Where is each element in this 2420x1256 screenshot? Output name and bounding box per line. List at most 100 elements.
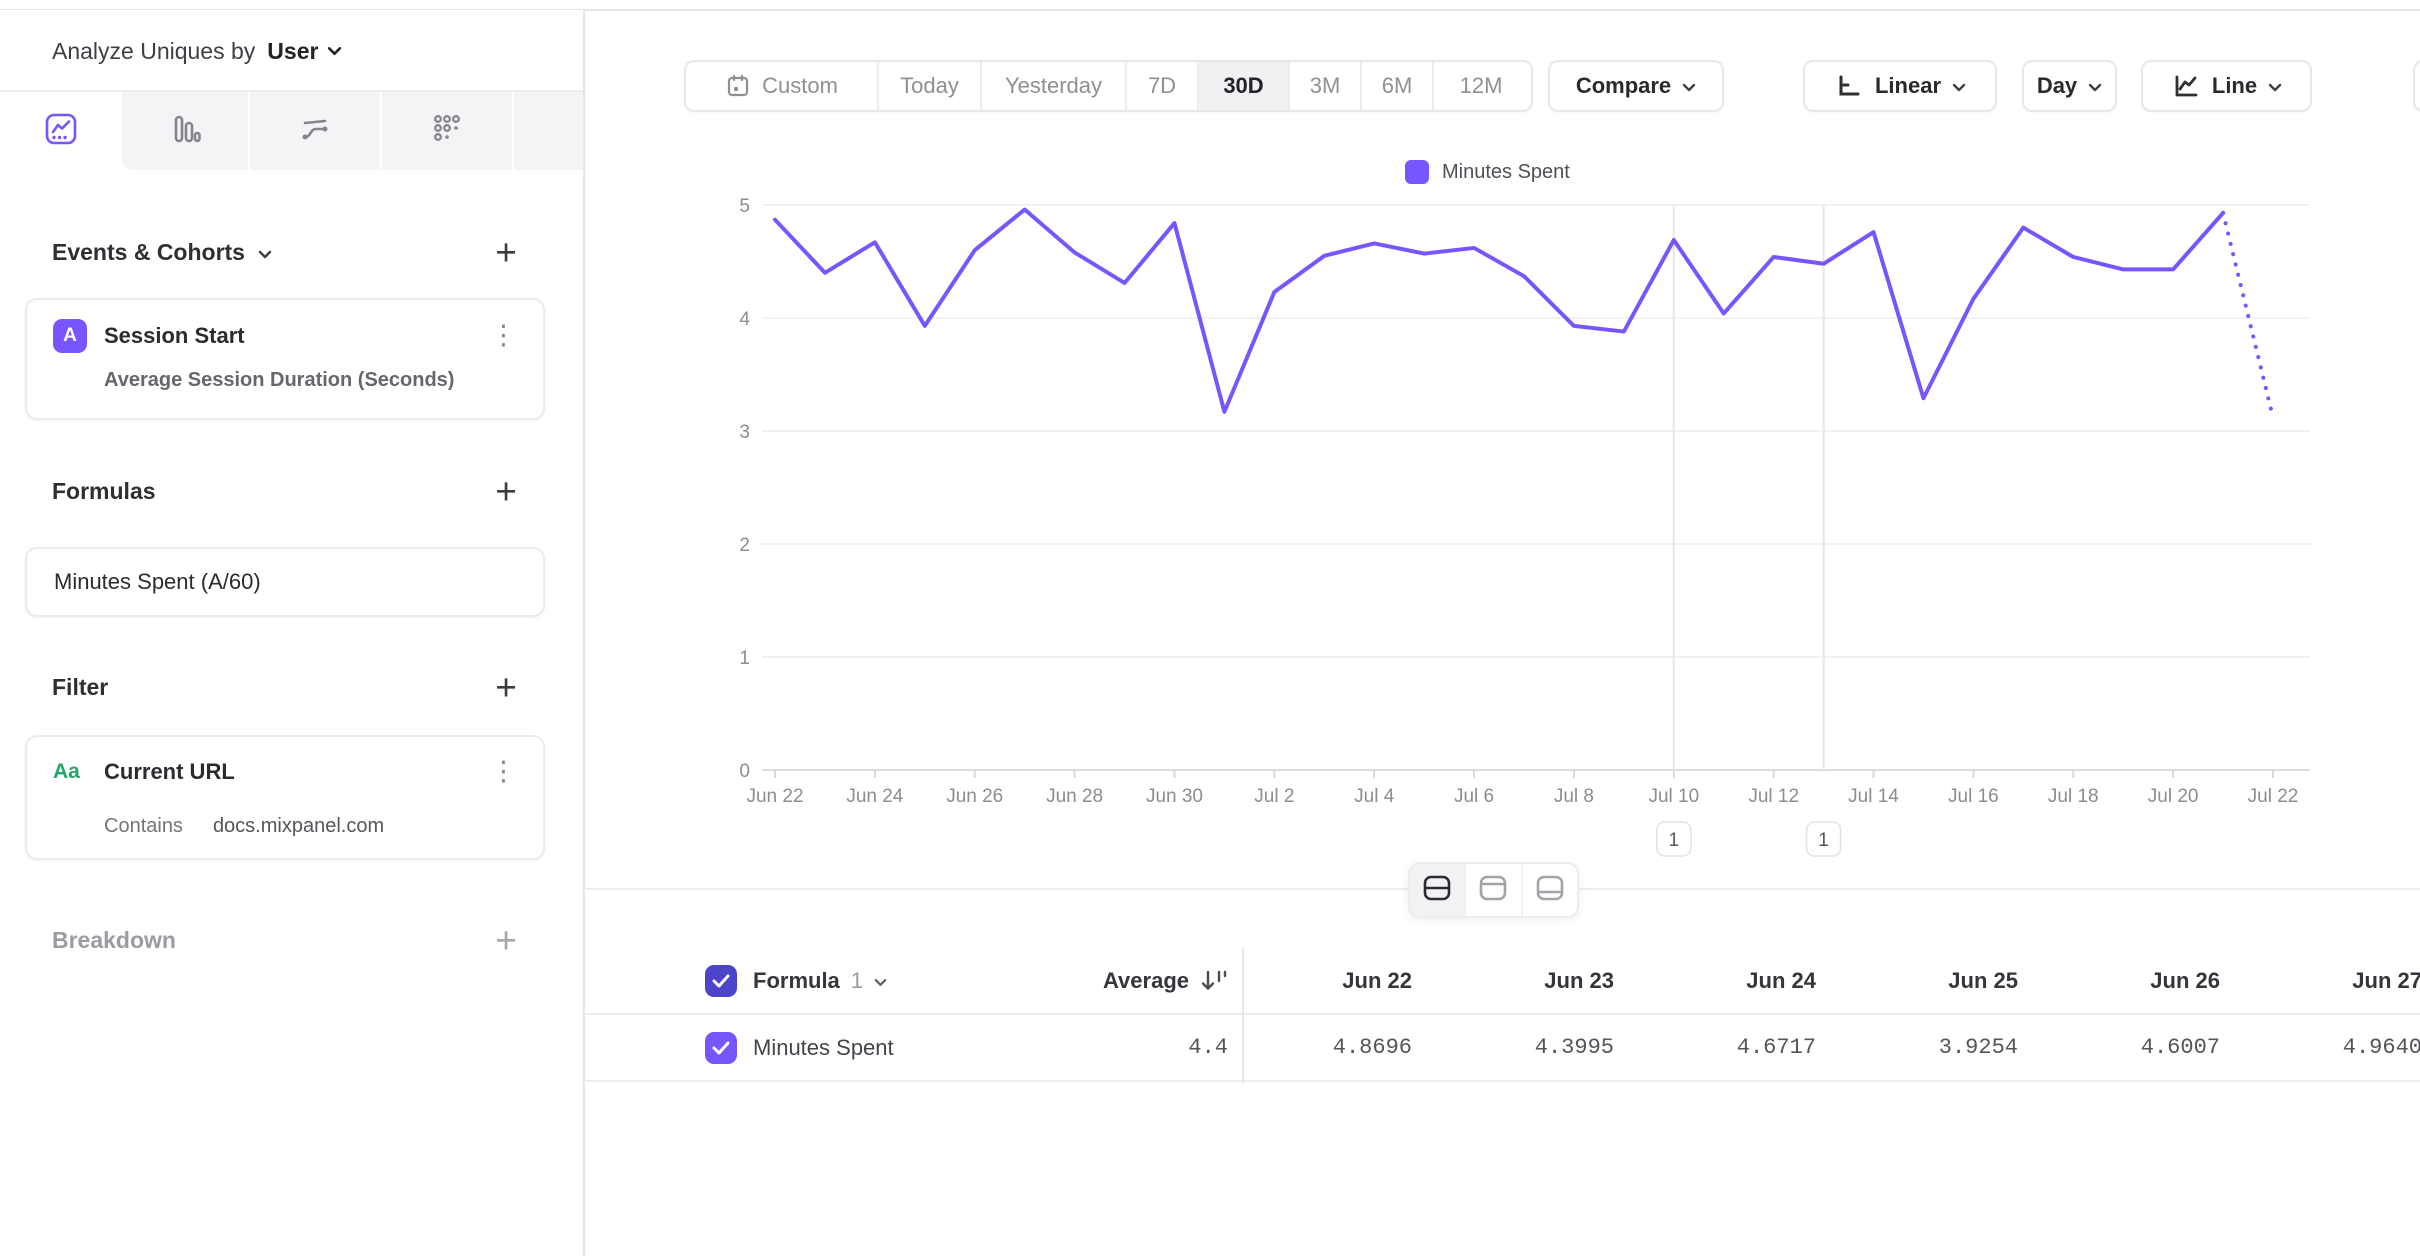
event-card[interactable]: A Session Start ⋮ Average Session Durati…: [25, 298, 545, 420]
scale-selector-button[interactable]: Linear: [1803, 60, 1997, 112]
table-value-cell: 4.8696: [1332, 1035, 1412, 1060]
x-axis-label: Jun 22: [746, 786, 803, 807]
interval-label: Day: [2036, 73, 2078, 98]
table-column-divider: [1242, 948, 1244, 1084]
breakdown-label: Breakdown: [52, 926, 176, 953]
range-option-label: 7D: [1147, 73, 1177, 98]
scale-label: Linear: [1874, 73, 1942, 98]
events-cohorts-heading[interactable]: Events & Cohorts: [52, 230, 272, 274]
y-axis-label: 0: [739, 761, 750, 782]
add-event-button[interactable]: +: [495, 231, 517, 273]
filter-condition[interactable]: Contains docs.mixpanel.com: [104, 815, 517, 838]
date-column-header[interactable]: Jun 22: [1342, 967, 1412, 993]
range-option-label: Yesterday: [1004, 73, 1103, 98]
inactive-tabs-strip: [122, 92, 583, 170]
table-value-cells: 4.8696 4.3995 4.6717 3.9254 4.6007 4.9640: [1242, 1035, 2420, 1060]
chart-type-label: Line: [2211, 73, 2258, 98]
x-axis-label: Jul 4: [1354, 786, 1395, 807]
annotation-marker[interactable]: [1656, 821, 1692, 857]
tab-flows[interactable]: [248, 92, 380, 170]
formula-column-header[interactable]: Formula 1: [753, 968, 983, 994]
annotation-marker[interactable]: [1805, 821, 1842, 857]
layout-split-view-button[interactable]: [1410, 864, 1465, 916]
filter-property-name: Current URL: [104, 759, 235, 784]
filter-value[interactable]: docs.mixpanel.com: [212, 815, 385, 837]
range-option-label: 12M: [1459, 73, 1503, 98]
more-options-icon[interactable]: ⋮: [490, 320, 517, 351]
date-column-header[interactable]: Jun 26: [2150, 967, 2220, 993]
analyze-uniques-label: Analyze Uniques by: [52, 37, 256, 64]
tab-funnels[interactable]: [122, 92, 248, 170]
chart-type-button[interactable]: Line: [2141, 60, 2312, 112]
series-line: [773, 207, 2226, 414]
formula-card[interactable]: Minutes Spent (A/60): [25, 547, 545, 617]
add-formula-button[interactable]: +: [495, 470, 517, 512]
tab-retention[interactable]: [380, 92, 512, 170]
formula-expression: Minutes Spent (A/60): [54, 569, 261, 594]
tab-insights[interactable]: [0, 92, 122, 170]
sidebar-main-divider: [583, 10, 585, 1256]
formulas-label: Formulas: [52, 477, 156, 504]
bar-chart-icon: [168, 112, 202, 151]
range-option-12m[interactable]: 12M: [1432, 62, 1528, 110]
chart-legend[interactable]: Minutes Spent: [1405, 160, 1570, 184]
select-all-checkbox[interactable]: [705, 964, 737, 997]
x-axis-label: Jun 24: [846, 786, 903, 807]
range-option-6m[interactable]: 6M: [1360, 62, 1432, 110]
series-checkbox[interactable]: [705, 1031, 737, 1064]
table-data-row[interactable]: Minutes Spent 4.4 4.8696 4.3995 4.6717 3.92…: [583, 1015, 2420, 1082]
retention-grid-icon: [430, 112, 464, 151]
annotation-count: 1: [1818, 830, 1829, 851]
event-aggregation[interactable]: Average Session Duration (Seconds): [104, 369, 455, 391]
average-column-header[interactable]: Average: [983, 968, 1242, 994]
compare-button[interactable]: Compare: [1548, 60, 1724, 112]
insights-line-chart-icon: [44, 112, 78, 151]
table-view-icon: [1535, 874, 1565, 907]
range-option-yesterday[interactable]: Yesterday: [980, 62, 1125, 110]
add-breakdown-button[interactable]: +: [495, 919, 517, 961]
analyze-uniques-selector[interactable]: User: [267, 38, 342, 65]
formulas-heading: Formulas: [52, 469, 156, 513]
layout-table-view-button[interactable]: [1520, 864, 1577, 916]
chart-view-icon: [1478, 874, 1508, 907]
range-option-30d[interactable]: 30D: [1197, 62, 1288, 110]
interval-selector-button[interactable]: Day: [2022, 60, 2117, 112]
x-axis-label: Jun 26: [946, 786, 1003, 807]
date-column-header[interactable]: Jun 27: [2352, 967, 2420, 993]
range-option-label: Custom: [762, 73, 838, 98]
x-axis-label: Jul 12: [1748, 786, 1799, 807]
table-value-cell: 4.3995: [1534, 1035, 1614, 1060]
report-main-area: Custom Today Yesterday 7D 30D 3M 6M 12M Compare…: [583, 0, 2420, 1256]
filter-card[interactable]: Aa Current URL ⋮ Contains docs.mixpanel.…: [25, 735, 545, 860]
sort-descending-icon: [1200, 968, 1228, 994]
range-option-custom[interactable]: Custom: [686, 62, 877, 110]
filter-operator[interactable]: Contains: [104, 815, 183, 837]
line-chart: 0 1 2 3 4 5 Jun 22 Jun 24 Jun 26 Jun 28 Jun 30 Jul …: [739, 196, 2310, 857]
chevron-down-icon: [1682, 83, 1696, 92]
x-axis-label: Jul 8: [1554, 786, 1594, 807]
chevron-down-icon: [327, 46, 342, 56]
date-column-header[interactable]: Jun 24: [1746, 967, 1816, 993]
breakdown-heading: Breakdown: [52, 918, 176, 962]
date-column-header[interactable]: Jun 23: [1544, 967, 1614, 993]
query-builder-sidebar: Analyze Uniques by User: [0, 10, 583, 1256]
events-cohorts-label: Events & Cohorts: [52, 238, 245, 265]
chevron-down-icon: [1952, 83, 1966, 92]
more-options-icon[interactable]: ⋮: [490, 756, 517, 787]
report-type-tabs: [0, 92, 583, 170]
range-option-3m[interactable]: 3M: [1288, 62, 1360, 110]
date-column-header[interactable]: Jun 25: [1948, 967, 2018, 993]
event-letter-badge: A: [53, 319, 87, 353]
range-option-7d[interactable]: 7D: [1125, 62, 1197, 110]
x-axis-label: Jun 30: [1146, 786, 1203, 807]
calendar-icon: [725, 73, 751, 99]
x-axis-label: Jul 2: [1254, 786, 1294, 807]
analyze-uniques-row: Analyze Uniques by User: [52, 28, 342, 74]
add-filter-button[interactable]: +: [495, 666, 517, 708]
split-view-icon: [1422, 874, 1452, 907]
range-option-today[interactable]: Today: [877, 62, 980, 110]
legend-series-label: Minutes Spent: [1442, 160, 1570, 183]
tabs-strip-spacer: [512, 92, 583, 170]
layout-chart-view-button[interactable]: [1464, 864, 1520, 916]
